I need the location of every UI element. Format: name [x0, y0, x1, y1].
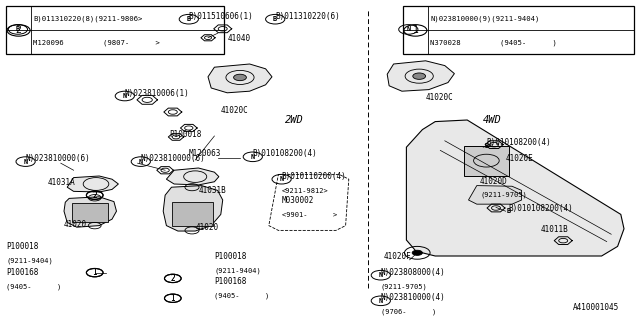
Text: B: B — [507, 208, 511, 214]
Polygon shape — [387, 61, 454, 91]
Text: <9211-9812>: <9211-9812> — [282, 188, 328, 194]
Text: M120063: M120063 — [189, 149, 221, 158]
Text: B)011310220(8)(9211-9806>: B)011310220(8)(9211-9806> — [33, 15, 143, 22]
Text: B)010108200(4): B)010108200(4) — [486, 138, 551, 147]
Text: (9211-9404): (9211-9404) — [214, 267, 261, 274]
Text: (9706-      ): (9706- ) — [381, 309, 436, 315]
Text: 1: 1 — [92, 268, 97, 277]
Text: 41011B: 41011B — [541, 225, 568, 234]
Polygon shape — [166, 168, 219, 185]
Text: (9211-9705): (9211-9705) — [381, 283, 428, 290]
Polygon shape — [468, 186, 522, 204]
Text: N)023810000(6): N)023810000(6) — [141, 154, 205, 163]
Text: N)023810000(4): N)023810000(4) — [381, 293, 445, 302]
Text: N: N — [24, 159, 28, 164]
Text: 2: 2 — [170, 274, 175, 283]
Text: B: B — [187, 16, 191, 22]
Text: 2WD: 2WD — [285, 115, 303, 125]
Circle shape — [234, 74, 246, 81]
Text: P100168: P100168 — [6, 268, 39, 277]
Text: N: N — [251, 154, 255, 160]
Text: 41020F: 41020F — [384, 252, 412, 261]
Text: N: N — [379, 272, 383, 278]
Text: 2: 2 — [92, 191, 97, 200]
Bar — [72, 203, 108, 222]
Text: N)023808000(4): N)023808000(4) — [381, 268, 445, 277]
Text: P100168: P100168 — [214, 277, 247, 286]
Text: B: B — [16, 27, 20, 32]
Text: N: N — [379, 298, 383, 304]
Polygon shape — [163, 186, 223, 231]
Text: 41020C: 41020C — [426, 93, 453, 102]
Text: 4WD: 4WD — [483, 115, 502, 125]
Text: 41020: 41020 — [195, 223, 218, 232]
Text: B)010108200(4): B)010108200(4) — [253, 149, 317, 158]
Text: B)010110200(4): B)010110200(4) — [282, 172, 346, 181]
Text: 1: 1 — [170, 294, 175, 303]
Polygon shape — [67, 176, 118, 192]
Text: 41020E: 41020E — [506, 154, 533, 163]
Text: B)011510606(1): B)011510606(1) — [189, 12, 253, 21]
Text: N: N — [406, 27, 410, 32]
Text: N: N — [139, 159, 143, 164]
Text: (9211-9404): (9211-9404) — [6, 258, 53, 264]
Text: 41031A: 41031A — [48, 178, 76, 187]
Text: 41040: 41040 — [227, 34, 250, 43]
Text: M120096         (9807-      >: M120096 (9807- > — [33, 39, 160, 46]
Circle shape — [413, 73, 426, 79]
Text: (9405-      ): (9405- ) — [6, 283, 61, 290]
Text: 41020D: 41020D — [480, 177, 508, 186]
Text: B: B — [273, 16, 277, 22]
Bar — [6, 6, 224, 54]
Text: 1: 1 — [92, 268, 97, 277]
Polygon shape — [64, 197, 116, 227]
Text: (9405-      ): (9405- ) — [214, 293, 269, 299]
Text: P100018: P100018 — [6, 242, 39, 251]
Text: <9901-      >: <9901- > — [282, 212, 337, 218]
Text: P100018: P100018 — [214, 252, 247, 261]
Text: B: B — [484, 143, 488, 148]
Text: 1: 1 — [170, 294, 175, 303]
Bar — [403, 6, 634, 54]
Text: 41020: 41020 — [64, 220, 87, 229]
Text: N)023810000(9)(9211-9404): N)023810000(9)(9211-9404) — [430, 15, 540, 22]
Text: 1: 1 — [412, 25, 419, 36]
Text: (9211-9705): (9211-9705) — [480, 191, 527, 198]
Bar — [464, 146, 509, 176]
Text: 41020C: 41020C — [221, 106, 248, 115]
Text: P100018: P100018 — [170, 130, 202, 139]
Text: N)023810006(1): N)023810006(1) — [125, 89, 189, 98]
Text: A410001045: A410001045 — [573, 303, 619, 312]
Text: 2: 2 — [15, 25, 22, 36]
Text: 41031B: 41031B — [198, 186, 226, 195]
Text: N: N — [280, 176, 284, 182]
Text: M030002: M030002 — [282, 196, 314, 205]
Polygon shape — [406, 120, 624, 256]
Text: B)011310220(6): B)011310220(6) — [275, 12, 340, 21]
Text: N370028         (9405-      ): N370028 (9405- ) — [430, 39, 557, 46]
Text: 2: 2 — [92, 191, 97, 200]
Bar — [172, 202, 213, 226]
Circle shape — [412, 250, 422, 255]
Text: B)010108200(4): B)010108200(4) — [509, 204, 573, 213]
Text: N)023810000(6): N)023810000(6) — [26, 154, 90, 163]
Text: 2: 2 — [170, 274, 175, 283]
Polygon shape — [208, 64, 272, 93]
Text: N: N — [123, 93, 127, 99]
